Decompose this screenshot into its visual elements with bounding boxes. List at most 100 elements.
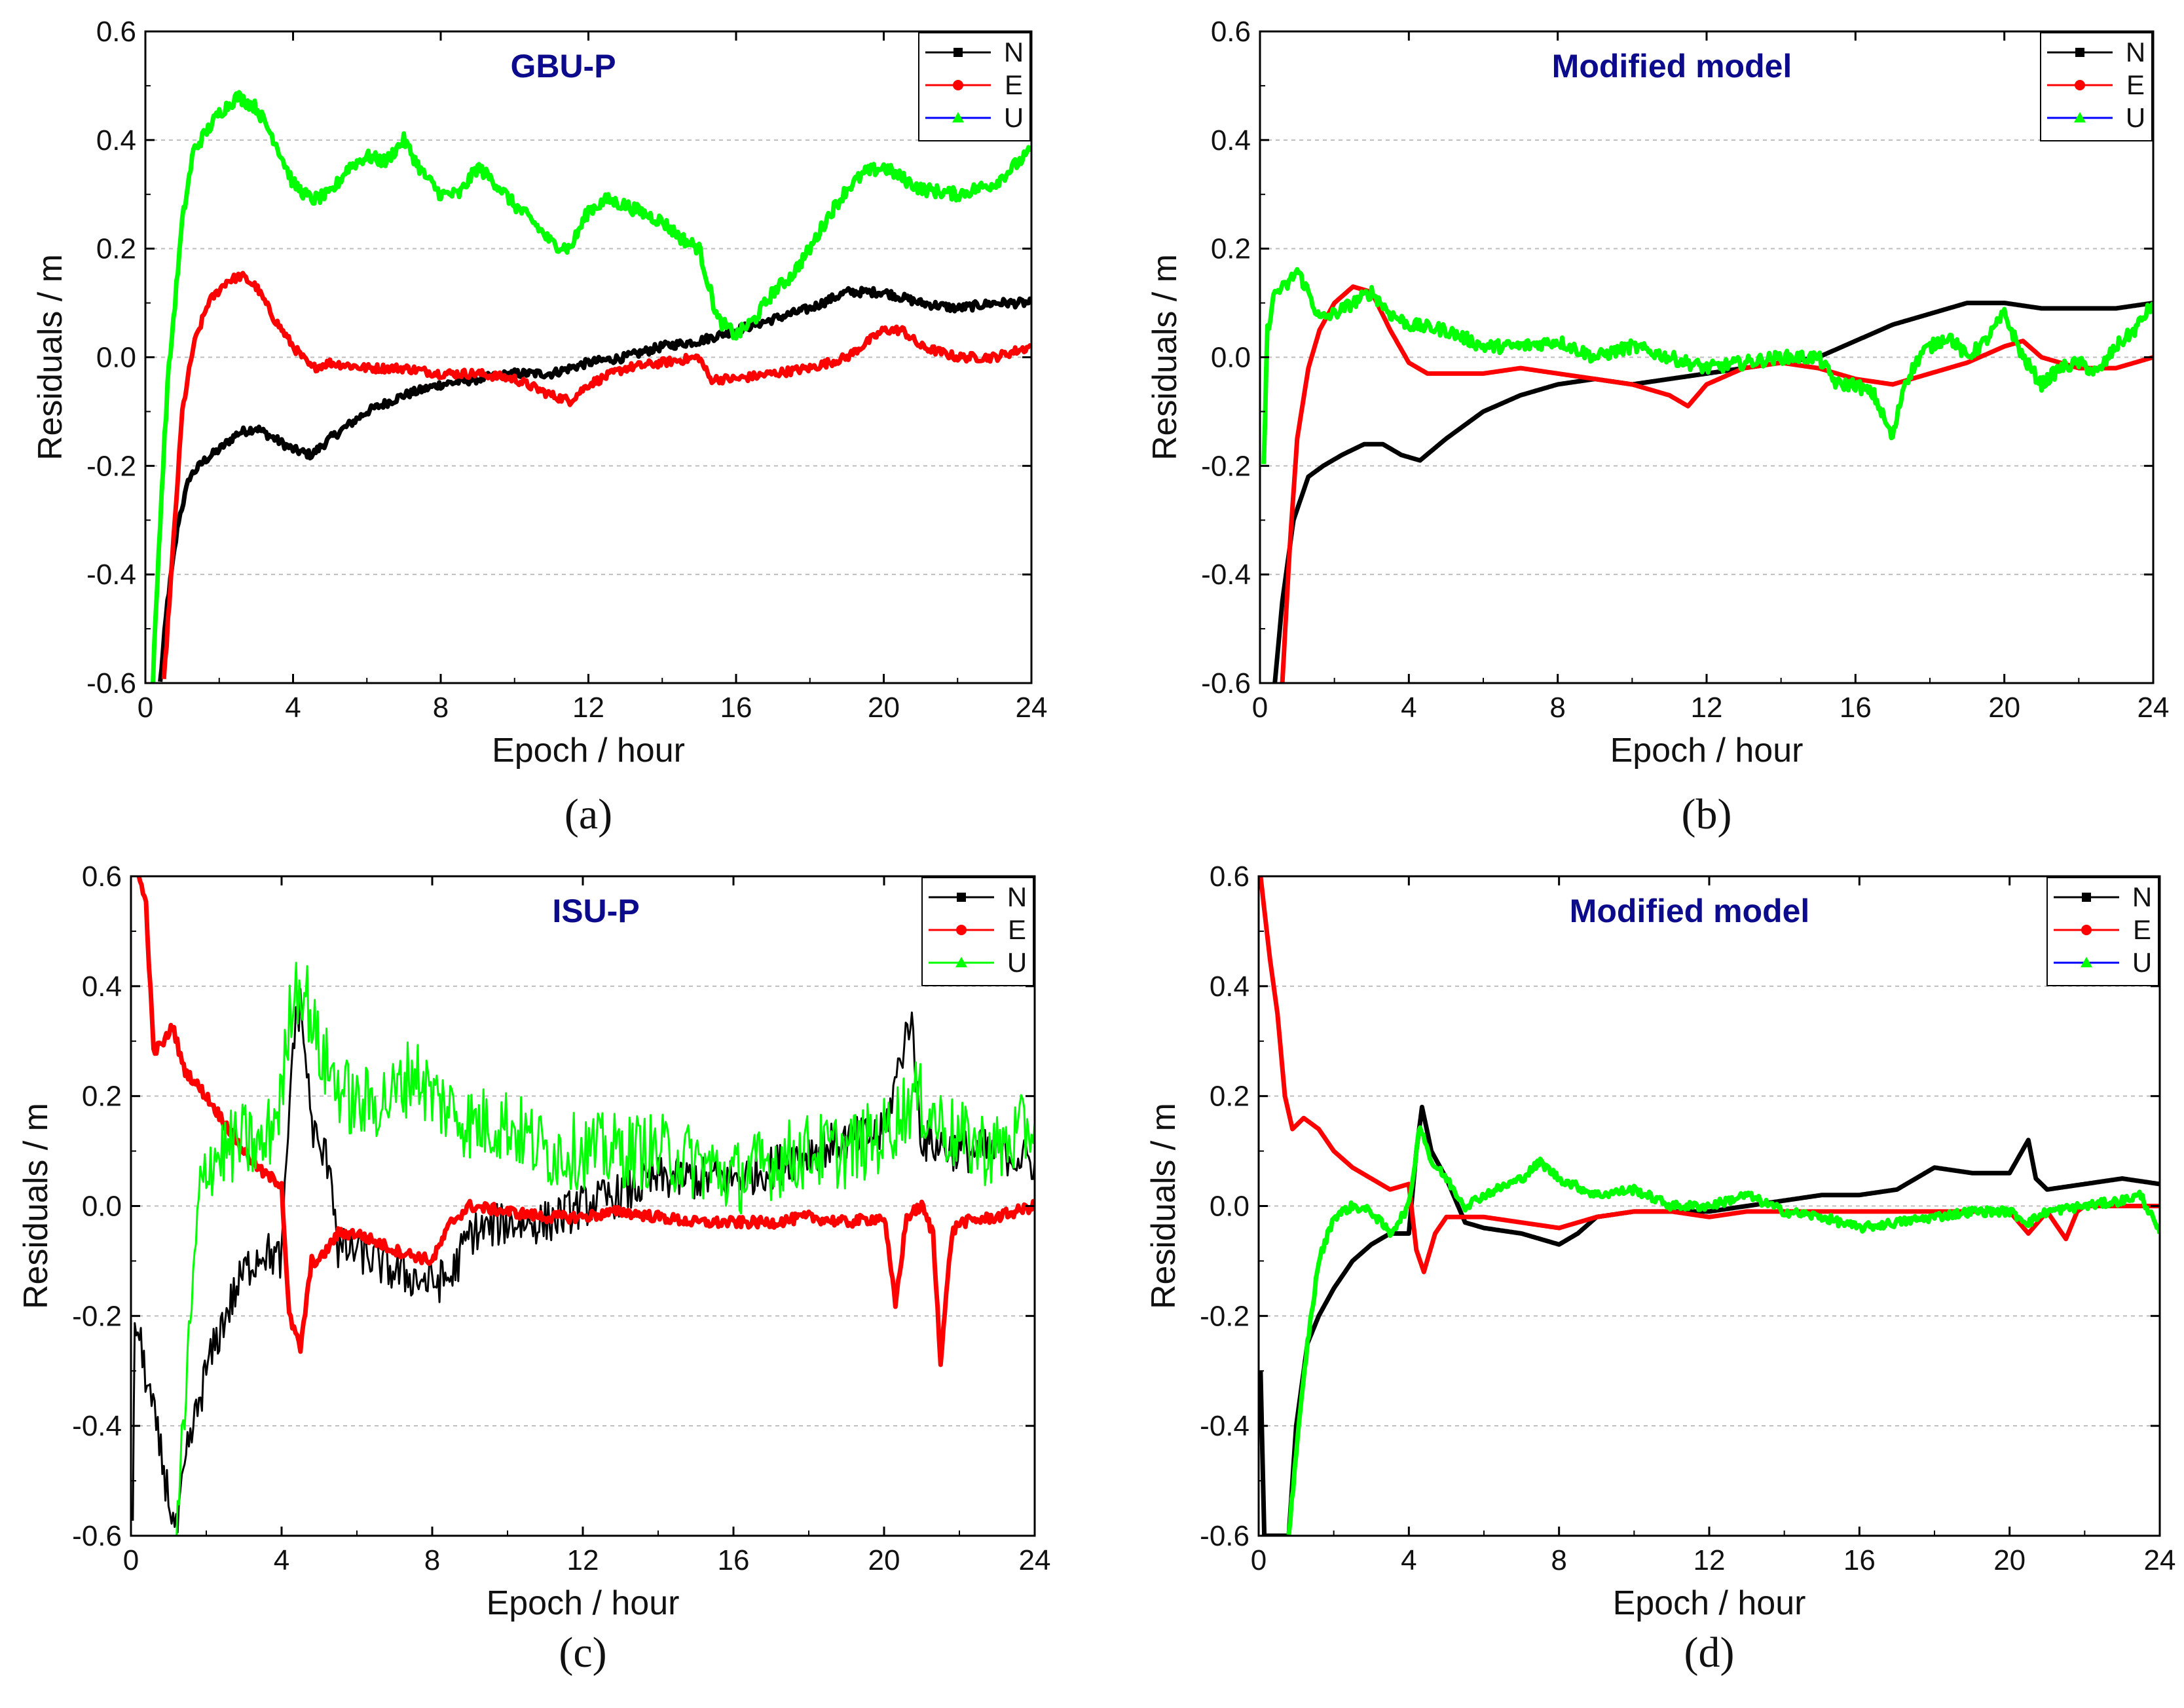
x-tick-label: 24 xyxy=(1019,1544,1051,1576)
y-tick-label: -0.6 xyxy=(72,1520,122,1552)
y-tick-label: 0.4 xyxy=(1211,124,1251,157)
panel-label: (a) xyxy=(565,790,612,838)
legend-marker xyxy=(953,48,963,57)
y-tick-label: 0.2 xyxy=(96,233,136,265)
x-tick-label: 24 xyxy=(1016,692,1048,724)
x-tick-label: 20 xyxy=(1988,692,2020,724)
legend-marker xyxy=(956,925,967,935)
legend-label-e: E xyxy=(1005,69,1023,100)
series-line-n xyxy=(1272,301,2153,683)
x-tick-label: 16 xyxy=(1840,692,1872,724)
y-axis-title: Residuals / m xyxy=(1146,254,1184,460)
x-tick-label: 0 xyxy=(1252,692,1268,724)
y-tick-label: -0.2 xyxy=(1200,1300,1249,1332)
panel-title: Modified model xyxy=(1552,48,1792,84)
legend-marker xyxy=(2074,112,2086,122)
y-tick-label: -0.4 xyxy=(1201,559,1251,591)
legend-label-u: U xyxy=(2126,102,2145,133)
legend-marker xyxy=(2075,80,2085,90)
y-tick-label: 0.0 xyxy=(82,1191,122,1223)
x-axis-title: Epoch / hour xyxy=(1613,1584,1806,1622)
x-tick-label: 12 xyxy=(572,692,604,724)
legend-marker xyxy=(955,957,967,967)
panel-d: -0.6 -0.4 -0.2 0.0 0.2 0.4 0.6 0 4 8 12 16 20 24 Epoch… xyxy=(1145,861,2175,1677)
legend-marker xyxy=(2082,893,2091,902)
panel-title: GBU-P xyxy=(510,48,616,84)
y-tick-label: 0.2 xyxy=(82,1081,122,1113)
legend-label-n: N xyxy=(1007,882,1027,912)
y-tick-label: -0.2 xyxy=(72,1300,122,1332)
y-tick-label: -0.2 xyxy=(1201,450,1251,482)
legend-label-e: E xyxy=(2126,69,2145,100)
y-tick-label: 0.6 xyxy=(96,16,136,48)
x-tick-label: 0 xyxy=(138,692,153,724)
x-tick-label: 20 xyxy=(868,692,900,724)
x-tick-label: 8 xyxy=(424,1544,440,1576)
legend-box xyxy=(921,877,1034,986)
series-line-e xyxy=(1259,876,2160,1274)
panel-c: -0.6 -0.4 -0.2 0.0 0.2 0.4 0.6 0 4 8 12 16 20 24 Epoch… xyxy=(17,861,1050,1677)
series-line-u xyxy=(1261,267,2153,464)
legend-label-u: U xyxy=(2132,947,2152,978)
x-tick-label: 12 xyxy=(567,1544,599,1576)
x-tick-label: 16 xyxy=(720,692,752,724)
y-axis-title: Residuals / m xyxy=(17,1103,55,1309)
series-line-e xyxy=(1280,284,2153,683)
panel-label: (b) xyxy=(1682,790,1732,838)
x-tick-label: 4 xyxy=(274,1544,289,1576)
x-tick-label: 16 xyxy=(718,1544,750,1576)
y-tick-label: -0.6 xyxy=(86,667,136,699)
y-tick-label: -0.4 xyxy=(1200,1410,1249,1442)
x-tick-label: 20 xyxy=(1993,1544,2026,1576)
y-tick-label: -0.6 xyxy=(1200,1520,1249,1552)
panel-label: (c) xyxy=(559,1629,606,1677)
x-tick-label: 20 xyxy=(868,1544,900,1576)
series-line-n xyxy=(1259,1104,2160,1536)
x-axis-title: Epoch / hour xyxy=(492,732,685,770)
x-tick-label: 12 xyxy=(1694,1544,1726,1576)
legend-label-n: N xyxy=(2126,37,2145,67)
y-axis-title: Residuals / m xyxy=(31,254,69,460)
x-tick-label: 8 xyxy=(433,692,449,724)
legend-label-e: E xyxy=(2133,914,2151,945)
x-tick-label: 0 xyxy=(123,1544,139,1576)
y-tick-label: -0.4 xyxy=(72,1410,122,1442)
y-tick-label: 0.6 xyxy=(1211,16,1251,48)
y-tick-label: -0.4 xyxy=(86,559,136,591)
x-tick-label: 0 xyxy=(1251,1544,1267,1576)
plot-area xyxy=(151,90,1031,683)
x-axis-title: Epoch / hour xyxy=(487,1584,680,1622)
plot-area xyxy=(132,876,1035,1536)
x-tick-label: 24 xyxy=(2138,692,2170,724)
plot-area xyxy=(1261,267,2153,683)
y-tick-label: 0.0 xyxy=(1210,1191,1249,1223)
panel-label: (d) xyxy=(1684,1629,1735,1677)
y-tick-label: -0.6 xyxy=(1201,667,1251,699)
y-tick-label: -0.2 xyxy=(86,450,136,482)
legend-box xyxy=(918,32,1031,141)
y-tick-label: 0.2 xyxy=(1210,1081,1249,1113)
x-tick-label: 16 xyxy=(1843,1544,1876,1576)
legend-label-u: U xyxy=(1007,947,1027,978)
series-line-e xyxy=(161,270,1031,680)
legend-box xyxy=(2040,32,2153,141)
legend-box xyxy=(2046,877,2159,986)
panel-title: ISU-P xyxy=(552,893,639,929)
panel-a: -0.6 -0.4 -0.2 0.0 0.2 0.4 0.6 0 4 8 12 16 20 24 Epoch… xyxy=(31,16,1047,838)
legend-label-n: N xyxy=(2132,882,2152,912)
x-tick-label: 24 xyxy=(2144,1544,2176,1576)
series-line-n xyxy=(158,286,1031,682)
legend-label-u: U xyxy=(1004,102,1024,133)
legend-marker xyxy=(2075,48,2084,57)
legend-marker xyxy=(2081,925,2092,935)
legend-marker xyxy=(2081,957,2092,967)
panel-title: Modified model xyxy=(1570,893,1810,929)
y-tick-label: 0.0 xyxy=(1211,342,1251,374)
series-line-u xyxy=(151,90,1031,683)
x-tick-label: 12 xyxy=(1691,692,1723,724)
legend-label-e: E xyxy=(1008,914,1026,945)
y-tick-label: 0.2 xyxy=(1211,233,1251,265)
x-axis-title: Epoch / hour xyxy=(1610,732,1804,770)
legend-marker xyxy=(953,80,963,90)
